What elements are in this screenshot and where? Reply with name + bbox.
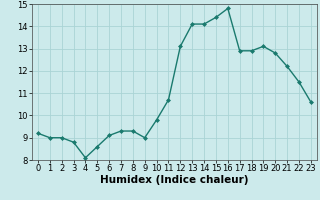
X-axis label: Humidex (Indice chaleur): Humidex (Indice chaleur) xyxy=(100,175,249,185)
